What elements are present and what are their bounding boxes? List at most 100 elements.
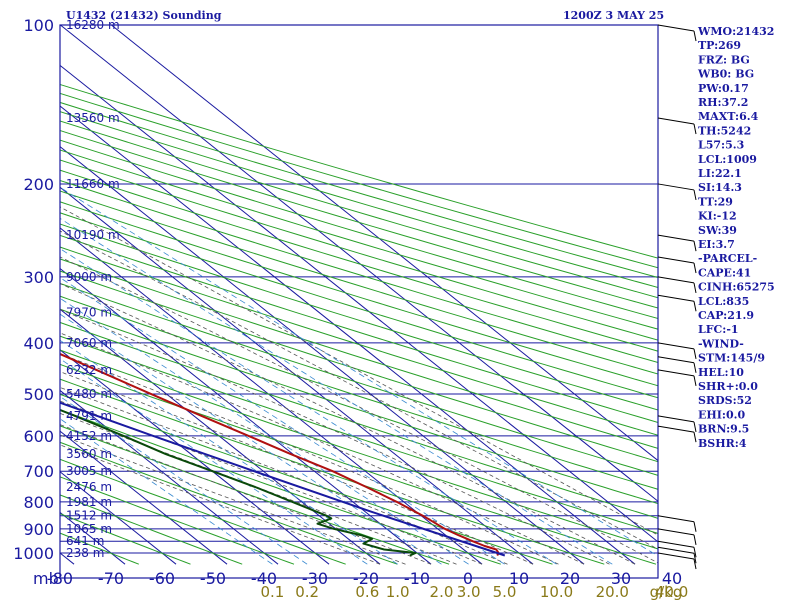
wind-barb	[657, 528, 697, 545]
dry-adiabat-line	[60, 308, 658, 505]
moist-adiabat-line	[60, 206, 658, 536]
dry-adiabat-line	[60, 270, 658, 463]
mixing-ratio-label: 0.1	[260, 583, 284, 600]
index-entry: TT:29	[698, 195, 733, 208]
dry-adiabat-line	[60, 139, 658, 320]
mixing-ratio-line	[60, 313, 442, 565]
temperature-tick-label: 30	[611, 569, 631, 588]
index-entry: SI:14.3	[698, 181, 742, 194]
height-label: 16280 m	[66, 18, 120, 32]
wind-barb	[657, 356, 697, 373]
dry-adiabat-line	[60, 513, 191, 565]
wind-barb	[657, 117, 697, 135]
wind-barb	[657, 546, 697, 564]
mixing-ratio-labels: 0.1 0.2 0.6 1.0 2.0 3.0 5.0 10.0 20.0 40.0g/kg	[260, 583, 688, 600]
mixing-ratio-line	[60, 358, 368, 565]
isotherm-line	[60, 471, 177, 565]
index-entry: KI:-12	[698, 210, 737, 223]
moist-adiabat-line	[60, 332, 585, 565]
temperature-tick-label: -30	[302, 569, 328, 588]
index-entry: MAXT:6.4	[698, 110, 759, 123]
temperature-tick-label: -50	[200, 569, 226, 588]
wind-barb	[657, 515, 697, 532]
height-label: 1512 m	[66, 509, 112, 523]
wind-barb	[657, 256, 697, 274]
pressure-tick-label: 900	[23, 520, 54, 539]
temperature-tick-label: 10	[509, 569, 529, 588]
temperature-tick-label: -80	[47, 569, 73, 588]
height-label: 1065 m	[66, 522, 112, 536]
isotherm-line	[60, 349, 330, 565]
dry-adiabat-line	[60, 441, 398, 565]
dry-adiabat-line	[60, 494, 243, 565]
mixing-ratio-label: 20.0	[596, 583, 629, 600]
isotherm-line	[60, 430, 228, 565]
temperature-tick-label: -10	[404, 569, 430, 588]
isotherm-line	[60, 227, 483, 565]
mixing-ratio-label: 0.6	[355, 583, 379, 600]
temperature-tick-label: 40	[662, 569, 682, 588]
pressure-tick-label: 1000	[13, 544, 54, 563]
moist-adiabat-line	[60, 256, 658, 564]
mixing-ratio-label: 0.2	[295, 583, 319, 600]
mixing-ratio-line	[60, 297, 469, 565]
index-entry: TH:5242	[698, 124, 751, 137]
mixing-ratio-line	[60, 248, 557, 565]
pressure-tick-label: 400	[23, 334, 54, 353]
dry-adiabat-line	[60, 212, 658, 399]
height-label: 4791 m	[66, 409, 112, 423]
index-entry: LFC:-1	[698, 323, 739, 336]
temperature-tick-label: 0	[463, 569, 473, 588]
index-entry: SW:39	[698, 224, 737, 237]
pressure-tick-label: 600	[23, 427, 54, 446]
height-label: 4152 m	[66, 429, 112, 443]
moist-adiabat-line	[60, 353, 559, 565]
index-entry: WB0: BG	[697, 68, 754, 81]
dewpoint-profile-line	[60, 408, 417, 557]
dry-adiabat-line	[60, 349, 658, 550]
dry-adiabat-line	[60, 335, 658, 534]
index-entry: SRDS:52	[698, 394, 752, 407]
height-label: 238 m	[66, 546, 104, 560]
dry-adiabat-line	[60, 246, 658, 436]
isotherm-line	[60, 25, 658, 502]
isotherm-line	[111, 25, 658, 462]
mixing-ratio-line	[60, 418, 273, 565]
dry-adiabat-line	[60, 363, 657, 565]
dry-adiabat-line	[60, 476, 295, 565]
moist-adiabat-line	[60, 283, 636, 565]
mixing-ratio-unit-label: g/kg	[650, 583, 683, 600]
dry-adiabat-line	[60, 159, 658, 341]
index-entry: SHR+:0.0	[698, 380, 758, 393]
wind-barb	[657, 425, 697, 443]
height-label: 2476 m	[66, 480, 112, 494]
dry-adiabat-line	[60, 120, 658, 299]
mixing-ratio-line	[60, 186, 658, 557]
index-entry: LCL:1009	[698, 153, 757, 166]
plot-frame	[59, 24, 659, 579]
wind-barb	[657, 415, 697, 433]
index-entry: CAPE:41	[698, 266, 751, 279]
wind-barb	[657, 342, 697, 359]
height-label: 3005 m	[66, 464, 112, 478]
dry-adiabat-line	[60, 282, 658, 476]
index-entry: L57:5.3	[698, 139, 744, 152]
mixing-ratio-label: 10.0	[540, 583, 573, 600]
moist-adiabat-line	[60, 230, 658, 550]
wind-barb	[657, 234, 697, 252]
wind-barb	[657, 294, 697, 312]
wind-barb	[657, 369, 697, 386]
wind-barb	[657, 552, 697, 570]
mixing-ratio-line	[60, 217, 613, 565]
height-label: 10190 m	[66, 228, 120, 242]
temperature-tick-label: -20	[353, 569, 379, 588]
index-entry: EI:3.7	[698, 238, 735, 251]
moist-adiabat-line	[60, 444, 381, 565]
temperature-axis-labels: -80 -70 -60 -50 -40 -30 -20 -10 0 10 20 30 40	[47, 569, 682, 588]
pressure-tick-label: 800	[23, 493, 54, 512]
sounding-time: 1200Z 3 MAY 25	[563, 9, 664, 22]
sounding-title: U1432 (21432) Sounding	[66, 9, 222, 22]
